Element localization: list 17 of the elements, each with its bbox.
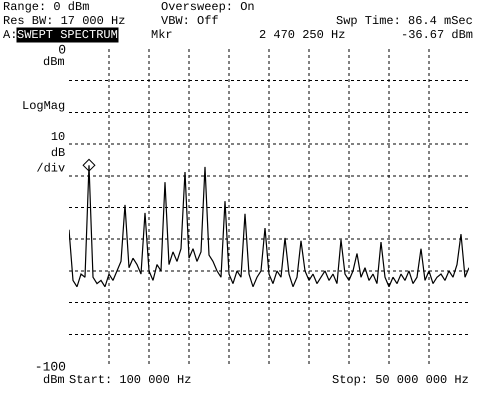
text: Mkr [151, 28, 173, 42]
y-tick-label: 0 [58, 42, 66, 58]
text: SWEPT SPECTRUM [17, 28, 118, 42]
text: dBm [43, 55, 65, 69]
text: 2 470 250 Hz [259, 28, 346, 42]
text: LogMag 10 dB /div [22, 99, 66, 176]
text: Range: 0 dBm [3, 0, 90, 14]
text: dBm [43, 373, 65, 387]
text: Stop: 50 000 000 Hz [332, 373, 469, 387]
text: Res BW: 17 000 Hz [3, 14, 126, 28]
text: VBW: Off [161, 14, 219, 28]
text: A: [3, 28, 18, 42]
text: Start: 100 000 Hz [69, 373, 192, 387]
y-tick-label: -100 [34, 360, 66, 375]
text: Swp Time: 86.4 mSec [336, 14, 473, 28]
text: -36.67 dBm [401, 28, 474, 42]
text: Oversweep: On [161, 0, 255, 14]
